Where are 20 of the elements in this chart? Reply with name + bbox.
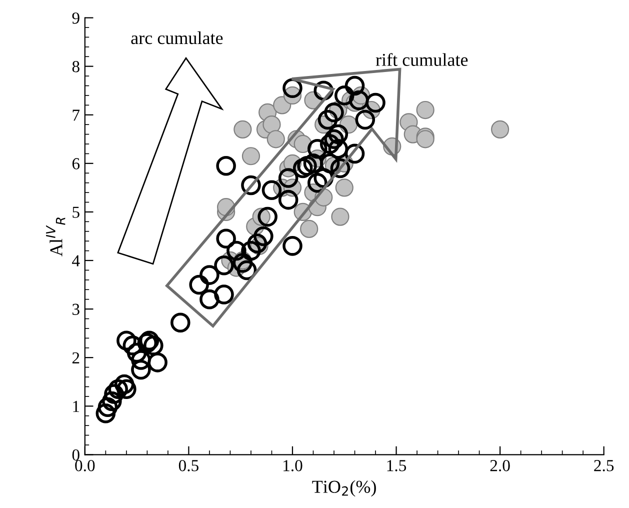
y-tick-label: 1 xyxy=(73,400,80,412)
y-axis-title: Al$^{IV}$$_{R}$ xyxy=(46,218,66,256)
annotation: rift cumulate xyxy=(376,53,468,66)
y-tick-label: 6 xyxy=(72,158,80,170)
y-tick-label: 5 xyxy=(72,206,80,218)
x-tick-label: 1.0 xyxy=(284,460,302,472)
y-tick-label: 4 xyxy=(72,255,80,266)
x-tick-label: 0.5 xyxy=(178,460,198,472)
y-tick-label: 9 xyxy=(72,12,80,24)
x-axis-title: TiO$_{2}$(%) xyxy=(312,480,376,497)
x-tick-label: 1.5 xyxy=(387,460,406,472)
x-tick-label: 0.0 xyxy=(75,460,95,472)
y-tick-label: 7 xyxy=(72,110,80,121)
y-tick-label: 3 xyxy=(72,304,80,315)
x-tick-label: 2.5 xyxy=(594,460,614,472)
y-tick-label: 2 xyxy=(72,352,80,364)
y-tick-label: 8 xyxy=(72,61,80,72)
annotation: arc cumulate xyxy=(131,31,223,44)
y-tick-label: 0 xyxy=(72,449,80,461)
x-tick-label: 2.0 xyxy=(490,460,510,472)
